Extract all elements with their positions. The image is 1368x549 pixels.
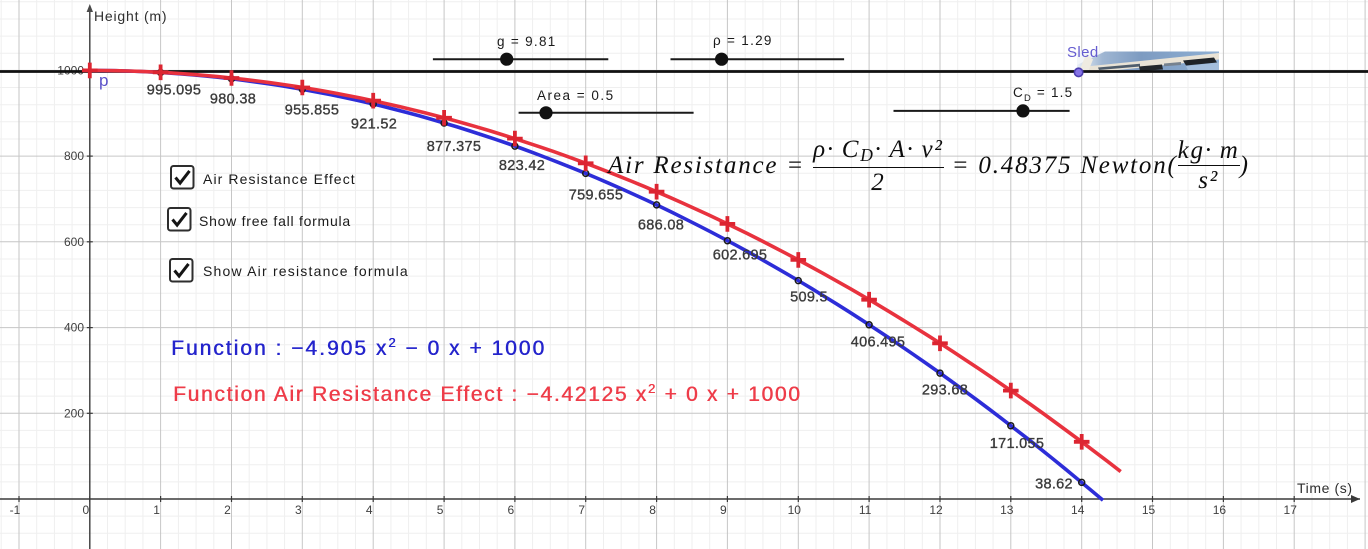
- svg-text:955.855: 955.855: [285, 103, 340, 119]
- svg-text:8: 8: [649, 503, 656, 517]
- svg-text:171.055: 171.055: [990, 436, 1045, 452]
- svg-text:1: 1: [153, 503, 160, 517]
- svg-text:400: 400: [64, 321, 84, 335]
- svg-text:5: 5: [437, 503, 444, 517]
- svg-text:16: 16: [1213, 503, 1227, 517]
- svg-text:4: 4: [366, 503, 373, 517]
- svg-text:800: 800: [64, 149, 84, 163]
- svg-text:15: 15: [1142, 503, 1156, 517]
- svg-text:406.495: 406.495: [851, 335, 906, 351]
- svg-text:3: 3: [295, 503, 302, 517]
- svg-text:2: 2: [224, 503, 231, 517]
- svg-text:921.52: 921.52: [351, 117, 397, 133]
- svg-text:7: 7: [578, 503, 585, 517]
- svg-text:293.68: 293.68: [922, 383, 968, 399]
- svg-text:980.38: 980.38: [210, 92, 256, 108]
- svg-text:759.655: 759.655: [569, 188, 624, 204]
- svg-text:602.695: 602.695: [713, 248, 768, 264]
- svg-text:-1: -1: [10, 503, 21, 517]
- svg-text:600: 600: [64, 235, 84, 249]
- svg-text:509.5: 509.5: [790, 290, 828, 306]
- svg-text:17: 17: [1284, 503, 1298, 517]
- svg-text:823.42: 823.42: [499, 158, 545, 174]
- svg-text:200: 200: [64, 406, 84, 420]
- svg-text:14: 14: [1071, 503, 1085, 517]
- svg-text:877.375: 877.375: [427, 139, 482, 155]
- svg-text:10: 10: [788, 503, 802, 517]
- svg-text:38.62: 38.62: [1035, 477, 1073, 493]
- svg-text:995.095: 995.095: [147, 83, 202, 99]
- svg-text:13: 13: [1000, 503, 1014, 517]
- svg-text:9: 9: [720, 503, 727, 517]
- svg-text:6: 6: [508, 503, 515, 517]
- svg-text:0: 0: [82, 503, 89, 517]
- svg-text:11: 11: [859, 503, 872, 517]
- svg-text:686.08: 686.08: [638, 218, 684, 234]
- svg-text:12: 12: [929, 503, 943, 517]
